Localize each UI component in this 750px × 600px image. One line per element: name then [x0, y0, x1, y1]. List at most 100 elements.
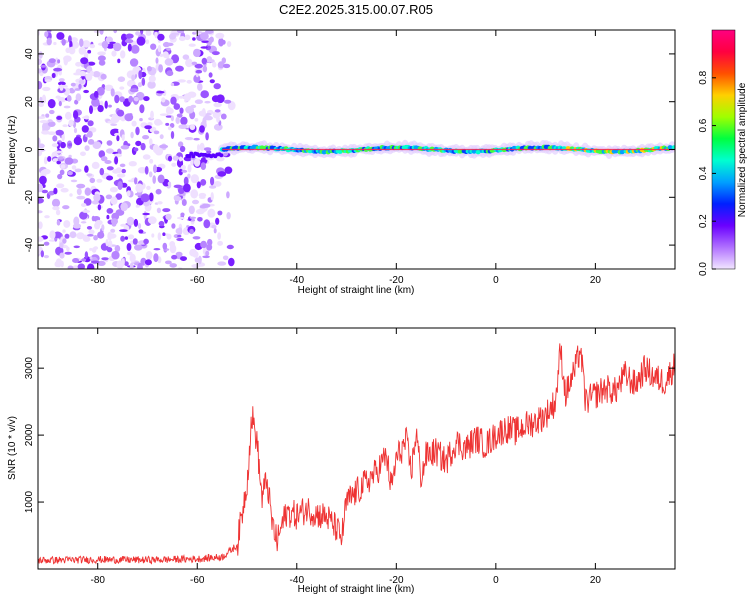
noise-blob: [117, 76, 126, 82]
noise-blob: [194, 31, 203, 34]
noise-blob: [41, 189, 48, 194]
noise-blob: [156, 90, 165, 94]
noise-blob: [188, 43, 196, 47]
noise-blob: [114, 245, 121, 252]
noise-blob: [76, 195, 86, 200]
noise-blob: [114, 132, 120, 137]
noise-blob: [157, 232, 162, 241]
y-tick-label: 20: [24, 96, 35, 108]
noise-blob: [87, 139, 95, 145]
noise-blob: [73, 245, 80, 249]
noise-blob: [183, 176, 189, 186]
noise-blob: [41, 168, 51, 175]
noise-blob: [184, 137, 194, 140]
noise-blob: [189, 216, 197, 219]
noise-blob: [119, 96, 125, 103]
noise-blob: [68, 46, 76, 55]
x-tick-label: -20: [389, 575, 404, 586]
noise-blob: [87, 49, 92, 54]
noise-blob: [116, 260, 124, 269]
noise-blob: [101, 257, 109, 261]
noise-blob: [144, 125, 152, 130]
x-tick-label: -60: [190, 575, 205, 586]
colorbar-tick-label: 0.4: [698, 166, 709, 180]
noise-blob: [140, 142, 146, 151]
noise-blob: [138, 70, 143, 80]
noise-blob: [135, 31, 141, 36]
noise-blob: [53, 187, 58, 195]
noise-blob: [169, 33, 176, 40]
noise-blob: [38, 183, 44, 193]
noise-blob: [200, 90, 209, 99]
x-tick-label: -40: [290, 275, 305, 286]
noise-blob: [162, 232, 166, 236]
noise-blob: [80, 234, 89, 238]
noise-blob: [162, 208, 171, 213]
noise-blob: [49, 230, 56, 239]
noise-blob: [115, 167, 122, 174]
noise-blob: [80, 221, 87, 224]
noise-blob: [68, 143, 72, 147]
noise-blob: [121, 33, 127, 42]
noise-blob: [61, 38, 66, 46]
noise-blob: [62, 238, 67, 244]
noise-blob: [130, 131, 134, 139]
noise-blob: [129, 58, 139, 67]
noise-blob: [51, 143, 59, 148]
noise-blob: [99, 167, 105, 176]
noise-blob: [96, 86, 105, 96]
snr-panel: -80 -60 -40 -20 0 20 1000 2000 3000 Height of s…: [7, 327, 676, 595]
noise-blob: [87, 234, 94, 237]
noise-blob: [177, 141, 184, 148]
noise-blob: [155, 57, 159, 64]
noise-blob: [93, 193, 101, 202]
noise-blob: [124, 236, 129, 240]
noise-blob: [72, 258, 80, 263]
y-tick-label: -40: [24, 237, 35, 252]
noise-blob: [213, 102, 222, 108]
noise-blob: [38, 149, 43, 157]
noise-blob: [89, 105, 93, 114]
noise-blob: [217, 171, 227, 177]
noise-blob: [66, 246, 70, 252]
noise-blob: [144, 259, 152, 266]
noise-blob: [55, 129, 64, 136]
noise-blob: [157, 201, 163, 205]
x-tick-label: -40: [290, 575, 305, 586]
noise-blob: [213, 228, 217, 234]
noise-blob: [69, 231, 77, 239]
noise-blob: [162, 89, 167, 97]
noise-blob: [181, 169, 188, 173]
noise-blob: [195, 69, 203, 74]
noise-blob: [60, 164, 66, 169]
noise-blob: [124, 39, 134, 44]
noise-blob: [191, 264, 201, 268]
noise-blob: [116, 173, 126, 178]
noise-blob: [89, 256, 93, 260]
x-tick-label: 20: [590, 575, 602, 586]
noise-blob: [119, 163, 126, 168]
noise-blob: [98, 150, 106, 159]
noise-blob: [176, 30, 185, 34]
noise-blob: [223, 63, 231, 69]
noise-blob: [158, 64, 164, 73]
noise-blob: [55, 209, 61, 216]
noise-blob: [56, 219, 61, 226]
noise-blob: [108, 104, 112, 108]
noise-blob: [162, 242, 168, 250]
noise-blob: [137, 223, 142, 229]
noise-blob: [207, 208, 216, 218]
noise-blob: [174, 195, 182, 202]
noise-blob: [194, 99, 203, 104]
snr-x-label: Height of straight line (km): [298, 584, 415, 595]
noise-blob: [196, 181, 201, 189]
noise-blob: [198, 192, 207, 198]
noise-blob: [126, 243, 132, 251]
noise-blob: [228, 257, 235, 267]
noise-blob: [178, 187, 185, 194]
noise-blob: [139, 104, 145, 114]
noise-blob: [131, 74, 136, 81]
noise-blob: [76, 188, 82, 196]
noise-blob: [169, 244, 177, 254]
noise-blob: [64, 157, 74, 165]
